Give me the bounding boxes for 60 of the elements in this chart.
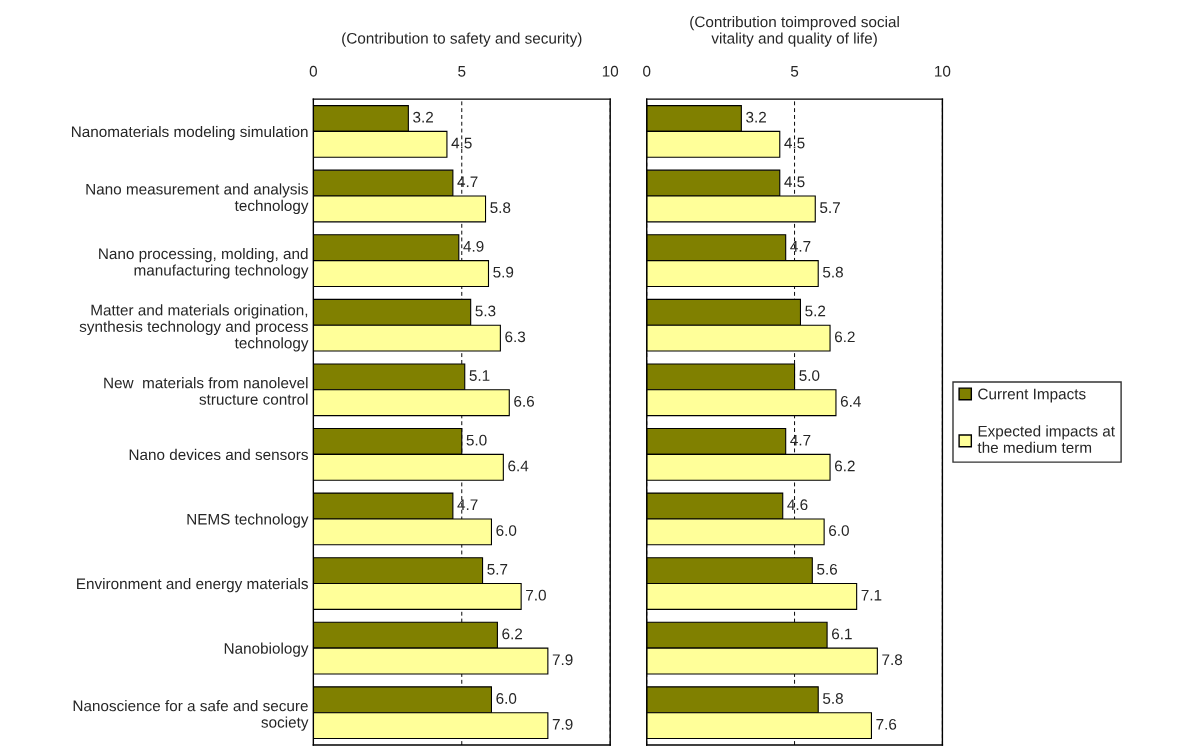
data-label: 5.8 bbox=[822, 266, 843, 278]
x-tick-label: 5 bbox=[458, 66, 466, 77]
y-tick-label: Matter and materials origination, synthesis technology and process technology bbox=[79, 304, 309, 352]
data-label: 5.1 bbox=[469, 370, 490, 381]
data-label: 7.9 bbox=[552, 654, 573, 666]
data-label: 6.4 bbox=[840, 395, 861, 407]
data-label: 4.7 bbox=[790, 434, 811, 446]
data-label: 4.9 bbox=[463, 240, 484, 252]
data-label: 6.3 bbox=[505, 331, 526, 343]
data-label: 4.5 bbox=[784, 176, 805, 188]
x-tick-label: 0 bbox=[643, 65, 651, 77]
data-label: 7.0 bbox=[526, 589, 546, 601]
data-label: 6.6 bbox=[514, 395, 535, 407]
x-tick-label: 5 bbox=[790, 66, 799, 77]
data-label: 5.2 bbox=[805, 305, 826, 317]
chart-title: (Contribution to safety and security) bbox=[342, 32, 582, 47]
data-label: 5.8 bbox=[490, 202, 511, 214]
y-tick-label: New materials from nanolevel structure control bbox=[104, 377, 308, 405]
data-label: 3.2 bbox=[746, 111, 766, 123]
data-label: 5.9 bbox=[493, 266, 514, 278]
x-tick-label: 10 bbox=[602, 65, 619, 77]
data-label: 6.4 bbox=[508, 460, 529, 472]
data-label: 7.8 bbox=[882, 654, 903, 666]
data-label: 4.5 bbox=[451, 137, 472, 149]
data-label: 3.2 bbox=[413, 111, 433, 123]
data-label: 5.7 bbox=[487, 564, 508, 575]
legend-label: Current Impacts bbox=[978, 388, 1086, 403]
data-label: 6.0 bbox=[496, 693, 517, 704]
chart-title: (Contribution toimproved social vitality and quality of life) bbox=[690, 16, 899, 47]
data-label: 4.7 bbox=[457, 499, 478, 510]
y-tick-label: Nano measurement and analysis technology bbox=[86, 183, 309, 215]
data-label: 6.2 bbox=[502, 628, 523, 640]
y-tick-label: NEMS technology bbox=[187, 513, 309, 528]
data-label: 7.6 bbox=[876, 718, 897, 730]
data-label: 6.0 bbox=[829, 525, 849, 536]
data-label: 7.9 bbox=[552, 718, 573, 730]
x-tick-label: 10 bbox=[935, 65, 951, 77]
data-label: 7.1 bbox=[861, 589, 882, 601]
y-tick-label: Nano devices and sensors bbox=[129, 448, 308, 461]
y-tick-label: Environment and energy materials bbox=[77, 577, 308, 593]
y-tick-label: Nanomaterials modeling simulation bbox=[71, 125, 308, 141]
data-label: 5.6 bbox=[817, 563, 838, 575]
data-label: 4.7 bbox=[790, 241, 811, 252]
data-label: 5.0 bbox=[799, 370, 820, 381]
data-label: 5.8 bbox=[822, 693, 843, 704]
y-tick-label: Nano processing, molding, and manufacturing technology bbox=[99, 247, 309, 279]
y-tick-label: Nanobiology bbox=[224, 642, 309, 657]
x-tick-label: 0 bbox=[309, 65, 317, 77]
data-label: 6.2 bbox=[834, 460, 855, 472]
data-label: 4.5 bbox=[784, 137, 805, 149]
data-label: 6.2 bbox=[834, 331, 855, 343]
data-label: 6.1 bbox=[832, 628, 852, 640]
y-tick-label: Nanoscience for a safe and secure society bbox=[73, 700, 309, 731]
data-label: 4.6 bbox=[787, 499, 808, 511]
data-label: 5.0 bbox=[466, 434, 487, 446]
data-label: 5.3 bbox=[475, 305, 496, 317]
legend-label: Expected impacts at the medium term bbox=[977, 425, 1115, 454]
data-label: 5.7 bbox=[820, 202, 840, 214]
data-label: 4.7 bbox=[457, 176, 478, 188]
data-label: 6.0 bbox=[496, 525, 517, 536]
